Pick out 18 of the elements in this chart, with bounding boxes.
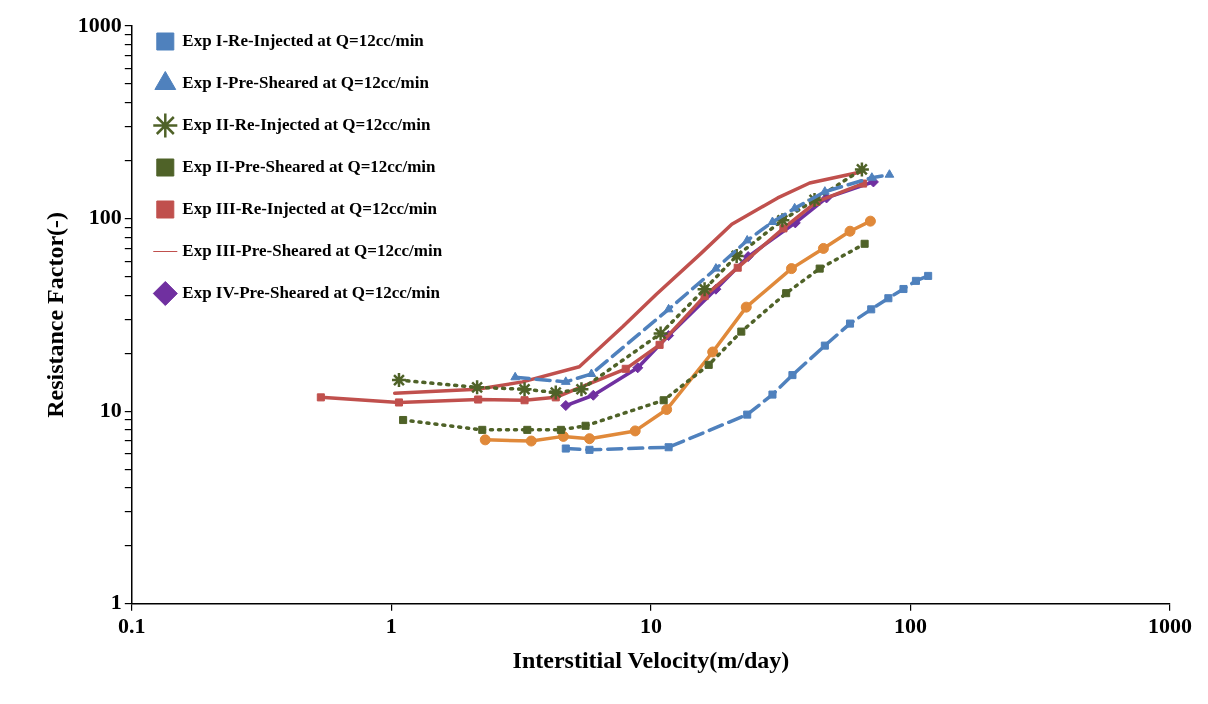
legend-label: Exp II-Pre-Sheared at Q=12cc/min bbox=[182, 156, 437, 176]
y-axis-title: Resistance Factor(-) bbox=[41, 211, 68, 418]
y-tick-label: 1000 bbox=[77, 11, 122, 37]
x-tick-label: 10 bbox=[639, 612, 662, 638]
x-tick-label: 0.1 bbox=[118, 612, 146, 638]
y-tick-label: 10 bbox=[99, 396, 122, 422]
y-tick-label: 100 bbox=[88, 204, 122, 230]
legend-label: Exp III-Pre-Sheared at Q=12cc/min bbox=[182, 240, 443, 260]
legend-label: Exp IV-Pre-Sheared at Q=12cc/min bbox=[182, 282, 441, 302]
legend-label: Exp I-Pre-Sheared at Q=12cc/min bbox=[182, 72, 430, 92]
x-tick-label: 100 bbox=[893, 612, 927, 638]
legend-label: Exp II-Re-Injected at Q=12cc/min bbox=[182, 114, 431, 134]
x-tick-label: 1 bbox=[385, 612, 397, 638]
x-tick-label: 1000 bbox=[1148, 612, 1192, 638]
legend-label: Exp III-Re-Injected at Q=12cc/min bbox=[182, 198, 438, 218]
x-axis-title: Interstitial Velocity(m/day) bbox=[512, 646, 790, 673]
legend-label: Exp I-Re-Injected at Q=12cc/min bbox=[182, 30, 425, 50]
y-tick-label: 1 bbox=[110, 589, 122, 615]
